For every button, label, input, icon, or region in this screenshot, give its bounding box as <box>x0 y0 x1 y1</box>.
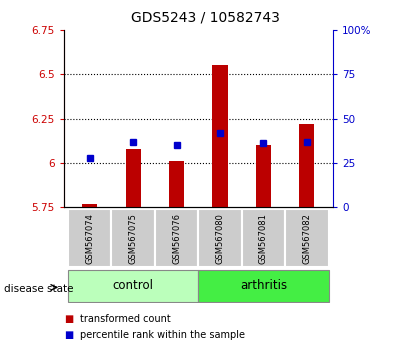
Text: GSM567074: GSM567074 <box>85 213 94 263</box>
Bar <box>155 210 199 267</box>
Text: GSM567081: GSM567081 <box>259 213 268 263</box>
Text: transformed count: transformed count <box>80 314 171 324</box>
Text: percentile rank within the sample: percentile rank within the sample <box>80 330 245 339</box>
Text: GSM567075: GSM567075 <box>129 213 138 263</box>
Text: ■: ■ <box>64 314 73 324</box>
Bar <box>82 204 97 207</box>
Bar <box>111 210 155 267</box>
Bar <box>212 65 228 207</box>
Text: GSM567076: GSM567076 <box>172 212 181 264</box>
Bar <box>199 270 328 302</box>
Bar <box>126 149 141 207</box>
Text: ■: ■ <box>64 330 73 339</box>
Text: disease state: disease state <box>4 284 74 293</box>
Bar <box>256 145 271 207</box>
Bar <box>285 210 328 267</box>
Bar <box>169 161 184 207</box>
Bar <box>68 270 199 302</box>
Text: control: control <box>113 279 154 292</box>
Text: arthritis: arthritis <box>240 279 287 292</box>
Text: GSM567082: GSM567082 <box>302 213 312 263</box>
Bar <box>242 210 285 267</box>
Bar <box>299 124 314 207</box>
Text: GSM567080: GSM567080 <box>215 213 224 263</box>
Bar <box>68 210 111 267</box>
Text: GDS5243 / 10582743: GDS5243 / 10582743 <box>131 11 280 25</box>
Bar <box>199 210 242 267</box>
